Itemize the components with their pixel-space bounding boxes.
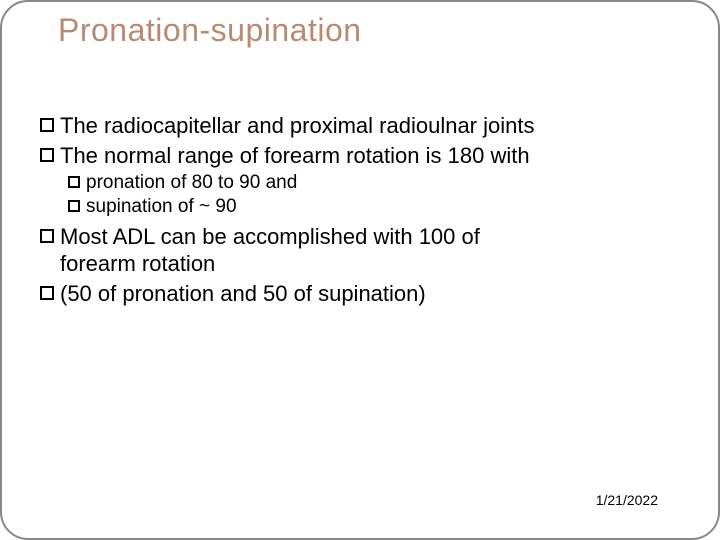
date-footer: 1/21/2022 <box>596 492 658 508</box>
slide-body: The radiocapitellar and proximal radioul… <box>40 112 680 309</box>
bullet-l1: (50 of pronation and 50 of supination) <box>40 280 680 308</box>
bullet-text-line: Most ADL can be accomplished with 100 of <box>60 224 480 249</box>
bullet-text: The normal range of forearm rotation is … <box>60 142 530 170</box>
square-bullet-icon <box>40 148 54 162</box>
bullet-text: supination of ~ 90 <box>86 195 237 219</box>
square-bullet-icon <box>40 229 54 243</box>
bullet-l1: Most ADL can be accomplished with 100 of… <box>40 223 680 278</box>
bullet-text: Most ADL can be accomplished with 100 of… <box>60 223 480 278</box>
bullet-text: The radiocapitellar and proximal radioul… <box>60 112 534 140</box>
bullet-l2: supination of ~ 90 <box>68 195 680 219</box>
bullet-text: pronation of 80 to 90 and <box>86 171 297 195</box>
slide-title: Pronation-supination <box>58 12 362 49</box>
square-bullet-icon <box>68 176 80 188</box>
bullet-text: (50 of pronation and 50 of supination) <box>60 280 426 308</box>
bullet-l1: The normal range of forearm rotation is … <box>40 142 680 170</box>
bullet-text-line: forearm rotation <box>60 251 215 276</box>
bullet-l1: The radiocapitellar and proximal radioul… <box>40 112 680 140</box>
bullet-l2: pronation of 80 to 90 and <box>68 171 680 195</box>
square-bullet-icon <box>68 200 80 212</box>
square-bullet-icon <box>40 286 54 300</box>
square-bullet-icon <box>40 118 54 132</box>
slide-frame: Pronation-supination The radiocapitellar… <box>0 0 720 540</box>
